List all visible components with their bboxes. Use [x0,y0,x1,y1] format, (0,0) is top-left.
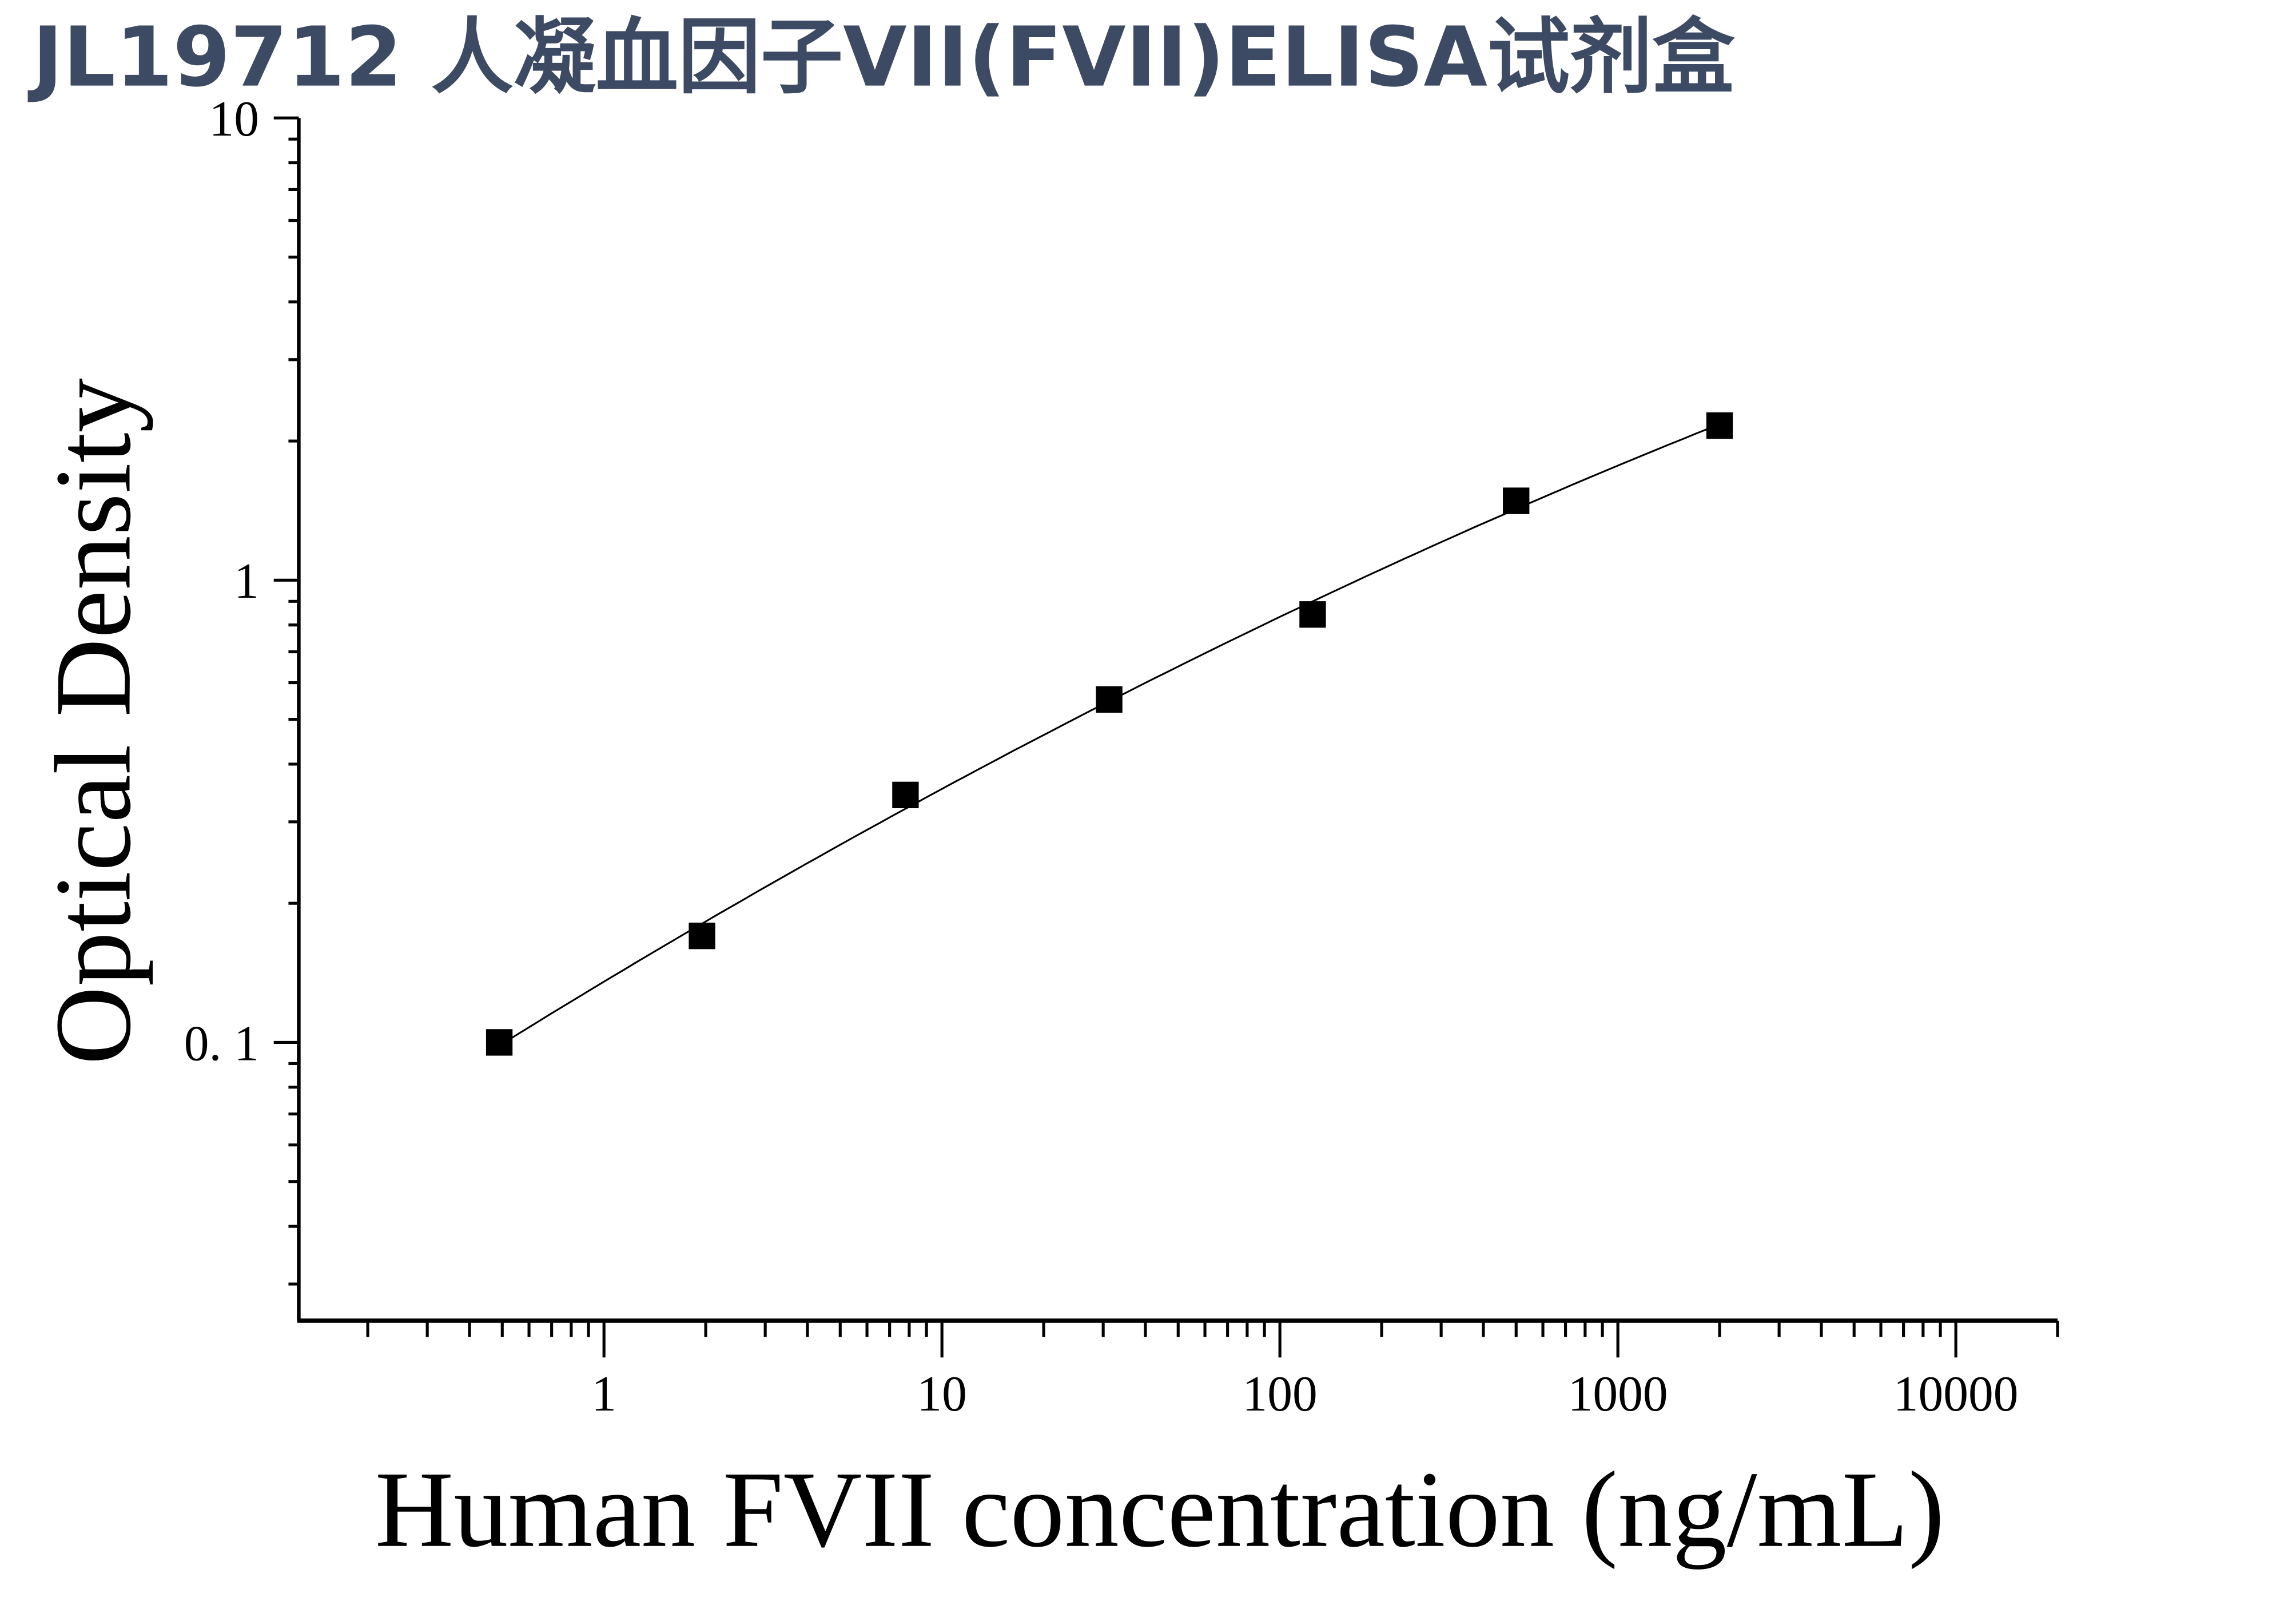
data-point [689,923,715,950]
data-point [486,1029,513,1056]
data-point [1503,487,1530,514]
data-point [1096,686,1123,713]
data-point [892,781,919,809]
x-tick-label: 10000 [1893,1366,2019,1421]
x-tick-label: 1000 [1568,1366,1668,1421]
x-tick-label: 100 [1243,1366,1318,1421]
fit-curve [502,423,1720,1045]
chart-title: JL19712 人凝血因子VII(FVII)ELISA试剂盒 [27,9,1736,105]
y-tick-label: 1 [234,553,259,609]
x-axis-title: Human FVII concentration (ng/mL) [375,1449,1945,1570]
data-point [1299,601,1326,628]
y-tick-label: 10 [209,91,259,146]
x-tick-label: 1 [591,1366,616,1421]
data-point [1706,412,1733,439]
y-tick-label: 0. 1 [184,1015,259,1071]
y-axis-title: Optical Density [33,378,153,1065]
x-tick-label: 10 [917,1366,967,1421]
axis-ticks [273,116,2059,1358]
